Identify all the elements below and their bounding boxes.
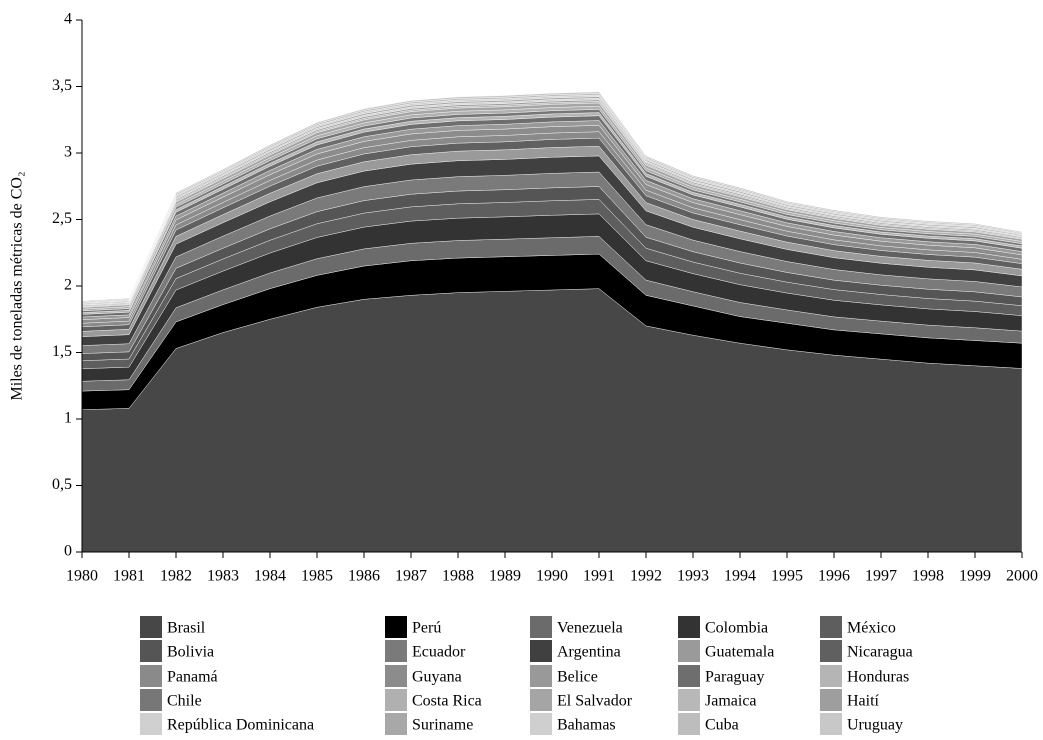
y-tick-label: 0 bbox=[64, 543, 72, 560]
legend-label: Panamá bbox=[167, 669, 218, 686]
x-tick-label: 1989 bbox=[489, 568, 521, 585]
x-tick-label: 1990 bbox=[536, 568, 568, 585]
legend-swatch bbox=[385, 713, 407, 735]
legend-swatch bbox=[820, 640, 842, 662]
legend-swatch bbox=[678, 713, 700, 735]
legend-label: Venezuela bbox=[557, 620, 623, 637]
y-tick-label: 0,5 bbox=[52, 476, 72, 493]
legend-label: República Dominicana bbox=[167, 717, 314, 734]
legend-swatch bbox=[678, 616, 700, 638]
legend-label: Colombia bbox=[705, 620, 768, 637]
legend-swatch bbox=[530, 665, 552, 687]
x-tick-label: 1988 bbox=[442, 568, 474, 585]
legend-swatch bbox=[530, 689, 552, 711]
y-tick-label: 3 bbox=[64, 144, 72, 161]
legend-label: El Salvador bbox=[557, 693, 633, 710]
legend-swatch bbox=[678, 665, 700, 687]
x-tick-label: 1980 bbox=[66, 568, 98, 585]
legend-swatch bbox=[678, 640, 700, 662]
x-tick-label: 1981 bbox=[113, 568, 145, 585]
x-tick-label: 2000 bbox=[1006, 568, 1038, 585]
legend-label: Haití bbox=[847, 693, 880, 710]
x-tick-label: 1983 bbox=[207, 568, 239, 585]
y-tick-label: 4 bbox=[64, 11, 72, 28]
legend-label: Bahamas bbox=[557, 717, 616, 734]
x-tick-label: 1999 bbox=[959, 568, 991, 585]
y-tick-label: 1 bbox=[64, 410, 72, 427]
legend-swatch bbox=[140, 665, 162, 687]
legend-label: Guatemala bbox=[705, 644, 774, 661]
legend-swatch bbox=[530, 713, 552, 735]
legend-swatch bbox=[530, 640, 552, 662]
x-tick-label: 1985 bbox=[301, 568, 333, 585]
legend-swatch bbox=[530, 616, 552, 638]
y-axis-title: Miles de toneladas métricas de CO₂ bbox=[9, 171, 26, 400]
legend-swatch bbox=[820, 616, 842, 638]
legend-swatch bbox=[140, 640, 162, 662]
legend-label: Perú bbox=[412, 620, 441, 637]
legend-label: Costa Rica bbox=[412, 693, 482, 710]
legend-swatch bbox=[385, 665, 407, 687]
legend-label: Honduras bbox=[847, 669, 909, 686]
legend-label: Ecuador bbox=[412, 644, 466, 661]
legend-swatch bbox=[820, 665, 842, 687]
area bbox=[81, 91, 1023, 303]
legend-swatch bbox=[678, 689, 700, 711]
legend-label: Argentina bbox=[557, 644, 621, 661]
x-tick-label: 1986 bbox=[348, 568, 380, 585]
y-tick-label: 2 bbox=[64, 277, 72, 294]
legend-swatch bbox=[140, 713, 162, 735]
legend-swatch bbox=[820, 713, 842, 735]
legend-label: Guyana bbox=[412, 669, 462, 686]
legend-label: Brasil bbox=[167, 620, 206, 637]
x-tick-label: 1994 bbox=[724, 568, 756, 585]
legend-label: Paraguay bbox=[705, 669, 765, 686]
x-tick-label: 1995 bbox=[771, 568, 803, 585]
x-tick-label: 1992 bbox=[630, 568, 662, 585]
legend-label: Nicaragua bbox=[847, 644, 913, 661]
legend-label: Belice bbox=[557, 669, 598, 686]
y-tick-label: 3,5 bbox=[52, 77, 72, 94]
legend-swatch bbox=[385, 616, 407, 638]
y-tick-label: 2,5 bbox=[52, 210, 72, 227]
x-tick-label: 1991 bbox=[583, 568, 615, 585]
x-tick-label: 1993 bbox=[677, 568, 709, 585]
legend-swatch bbox=[140, 689, 162, 711]
legend-label: Suriname bbox=[412, 717, 473, 734]
legend-label: Uruguay bbox=[847, 717, 903, 734]
x-tick-label: 1982 bbox=[160, 568, 192, 585]
x-tick-label: 1996 bbox=[818, 568, 850, 585]
legend-label: Jamaica bbox=[705, 693, 757, 710]
legend-swatch bbox=[820, 689, 842, 711]
legend-swatch bbox=[385, 689, 407, 711]
x-tick-label: 1998 bbox=[912, 568, 944, 585]
legend-label: Chile bbox=[167, 693, 202, 710]
y-tick-label: 1,5 bbox=[52, 343, 72, 360]
x-tick-label: 1987 bbox=[395, 568, 427, 585]
legend-label: México bbox=[847, 620, 896, 637]
x-tick-label: 1997 bbox=[865, 568, 897, 585]
legend-label: Bolivia bbox=[167, 644, 214, 661]
x-tick-label: 1984 bbox=[254, 568, 286, 585]
legend-swatch bbox=[385, 640, 407, 662]
legend-swatch bbox=[140, 616, 162, 638]
legend-label: Cuba bbox=[705, 717, 739, 734]
